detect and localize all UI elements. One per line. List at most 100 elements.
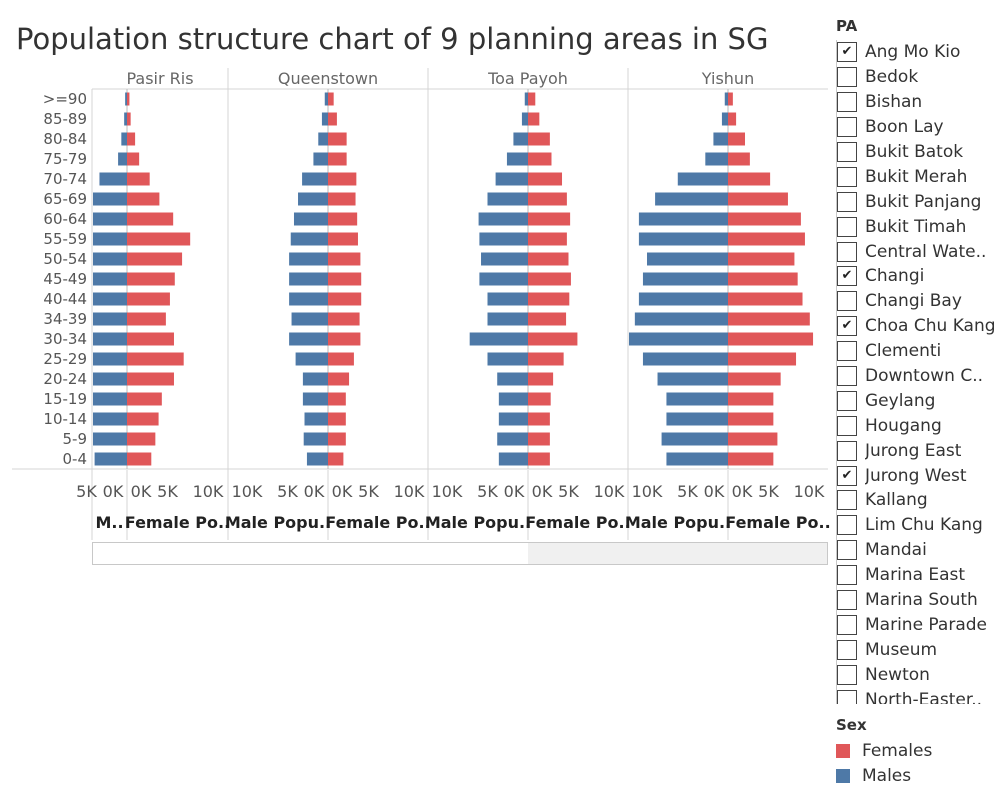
pa-checkbox[interactable] — [837, 366, 857, 387]
pa-checkbox[interactable] — [837, 341, 857, 362]
pa-checkbox[interactable] — [837, 440, 857, 461]
male-bar — [93, 352, 127, 366]
female-bar — [127, 292, 170, 306]
female-bar — [528, 432, 550, 446]
pa-checkbox[interactable] — [837, 639, 857, 660]
pa-checkbox[interactable] — [837, 67, 857, 88]
age-group-label: 10-14 — [43, 410, 87, 428]
pa-filter-item[interactable]: Bukit Timah — [837, 214, 1000, 239]
pa-checkbox[interactable] — [837, 490, 857, 511]
facet-header: Toa Payoh — [487, 69, 568, 88]
pa-checkbox[interactable] — [837, 142, 857, 162]
pa-filter-item[interactable]: Kallang — [837, 488, 1000, 513]
female-bar — [728, 172, 771, 186]
female-bar — [328, 372, 350, 386]
pa-checkbox[interactable] — [837, 515, 857, 536]
x-tick-label: 0K — [504, 482, 525, 501]
pa-filter-item[interactable]: Marina South — [837, 588, 1000, 613]
pa-checkbox[interactable] — [837, 390, 857, 411]
pa-checkbox[interactable] — [837, 415, 857, 436]
legend-item[interactable]: Males — [836, 763, 932, 788]
pa-filter-item[interactable]: Bukit Batok — [837, 140, 1000, 165]
pa-filter-item[interactable]: Marine Parade — [837, 612, 1000, 637]
pa-checkbox[interactable]: ✔ — [837, 42, 857, 63]
pa-filter-item[interactable]: ✔ Choa Chu Kang — [837, 314, 1000, 339]
pa-filter-item-label: Downtown C.. — [865, 366, 983, 387]
pa-checkbox[interactable] — [837, 291, 857, 312]
pa-filter-item[interactable]: Downtown C.. — [837, 364, 1000, 389]
pa-filter-item[interactable]: Geylang — [837, 388, 1000, 413]
pa-checkbox[interactable] — [837, 166, 857, 187]
male-bar — [506, 152, 528, 166]
pa-filter-item[interactable]: Lim Chu Kang — [837, 513, 1000, 538]
x-tick-label: 0K — [532, 482, 553, 501]
pa-filter-item[interactable]: Jurong East — [837, 438, 1000, 463]
male-bar — [666, 412, 728, 426]
x-tick-label: 5K — [677, 482, 698, 501]
pa-filter-item[interactable]: ✔ Changi — [837, 264, 1000, 289]
male-bar — [721, 112, 728, 126]
pa-filter-item[interactable]: ✔ Jurong West — [837, 463, 1000, 488]
male-bar — [93, 192, 127, 206]
pa-filter-item-label: Lim Chu Kang — [865, 515, 983, 536]
legend-item[interactable]: Females — [836, 738, 932, 763]
pa-filter-item-label: Bukit Timah — [865, 216, 967, 237]
male-bar — [638, 212, 728, 226]
pa-filter-item[interactable]: Newton — [837, 662, 1000, 687]
female-bar — [127, 172, 150, 186]
pa-checkbox[interactable] — [837, 689, 857, 704]
pa-checkbox[interactable]: ✔ — [837, 465, 857, 486]
x-tick-label: 10K — [432, 482, 463, 501]
pa-checkbox[interactable] — [837, 241, 857, 262]
male-bar — [657, 372, 728, 386]
pa-filter-item[interactable]: North-Easter.. — [837, 687, 1000, 704]
age-group-label: 45-49 — [43, 270, 87, 288]
pa-filter-item[interactable]: Bukit Panjang — [837, 189, 1000, 214]
female-bar — [728, 312, 810, 326]
pa-checkbox[interactable] — [837, 216, 857, 237]
male-bar — [124, 112, 127, 126]
pa-filter-item[interactable]: Museum — [837, 637, 1000, 662]
pa-filter-item[interactable]: Central Wate.. — [837, 239, 1000, 264]
female-bar — [328, 352, 354, 366]
pa-checkbox[interactable] — [837, 540, 857, 561]
male-bar — [497, 372, 528, 386]
pa-checkbox[interactable] — [837, 191, 857, 212]
scrollbar-thumb[interactable] — [528, 543, 827, 564]
female-bar — [528, 232, 567, 246]
female-bar — [328, 132, 347, 146]
male-bar — [302, 392, 328, 406]
pa-filter-item[interactable]: Hougang — [837, 413, 1000, 438]
pa-filter-item[interactable]: Mandai — [837, 538, 1000, 563]
pa-checkbox[interactable]: ✔ — [837, 316, 857, 337]
pa-checkbox[interactable]: ✔ — [837, 266, 857, 287]
male-bar — [302, 372, 328, 386]
male-bar — [290, 232, 328, 246]
pa-checkbox[interactable] — [837, 664, 857, 685]
pa-filter-item-label: Boon Lay — [865, 117, 944, 138]
female-bar — [127, 312, 166, 326]
pa-filter-item[interactable]: Bedok — [837, 65, 1000, 90]
male-bar — [497, 432, 528, 446]
male-bar — [638, 232, 728, 246]
pa-checkbox[interactable] — [837, 92, 857, 113]
x-tick-label: 0K — [131, 482, 152, 501]
pa-filter-item[interactable]: Bishan — [837, 90, 1000, 115]
pa-filter-item[interactable]: Boon Lay — [837, 115, 1000, 140]
pa-filter-item[interactable]: Bukit Merah — [837, 164, 1000, 189]
pa-checkbox[interactable] — [837, 117, 857, 138]
pa-checkbox[interactable] — [837, 565, 857, 586]
pa-filter-item[interactable]: Changi Bay — [837, 289, 1000, 314]
age-group-label: 15-19 — [43, 390, 87, 408]
pa-checkbox[interactable] — [837, 590, 857, 611]
male-bar — [498, 452, 528, 466]
pa-filter-item[interactable]: ✔ Ang Mo Kio — [837, 40, 1000, 65]
pa-filter-item-label: Hougang — [865, 415, 942, 436]
pa-checkbox[interactable] — [837, 614, 857, 635]
pa-filter-item[interactable]: Marina East — [837, 563, 1000, 588]
male-bar — [524, 92, 528, 106]
pa-filter-item[interactable]: Clementi — [837, 339, 1000, 364]
pa-filter-list[interactable]: ✔ Ang Mo Kio Bedok Bishan Boon Lay Bukit Bato… — [836, 40, 1000, 704]
female-bar — [528, 452, 550, 466]
legend-label: Males — [862, 765, 912, 786]
